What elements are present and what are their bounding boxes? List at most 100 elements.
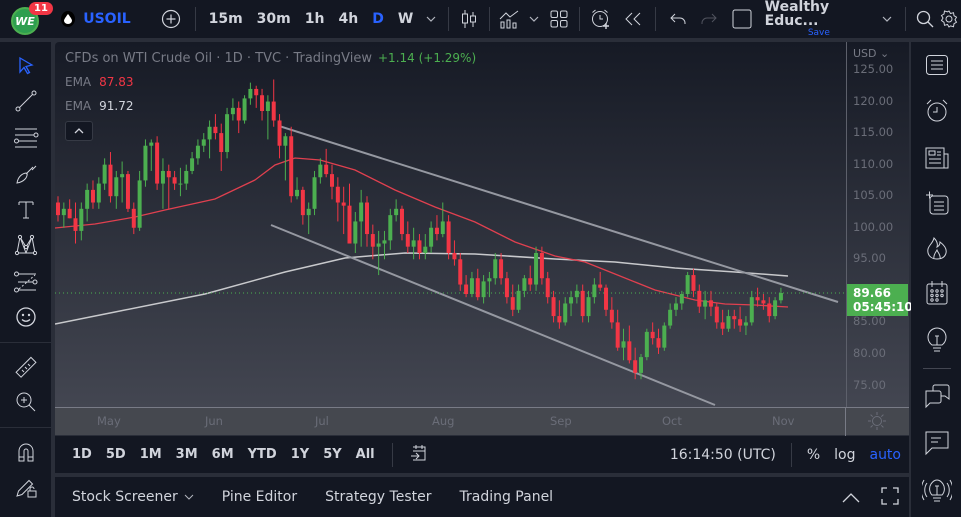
range-ytd[interactable]: YTD [247,447,277,462]
price-plot[interactable] [55,42,846,407]
indicators-button[interactable] [496,0,522,38]
indicators-dropdown[interactable] [523,0,545,38]
auto-scale-toggle[interactable]: auto [869,446,901,463]
timeframe-dropdown[interactable] [420,0,442,38]
log-scale-toggle[interactable]: log [834,446,856,463]
news-button[interactable] [922,142,952,174]
price-axis[interactable]: 75.00 80.00 85.00 95.00 100.00 105.00 110.00 11… [846,42,913,407]
time-tick-label: Jun [205,414,223,428]
time-axis[interactable]: May Jun Jul Aug Sep Oct Nov [55,407,909,436]
fullscreen-toggle[interactable] [725,0,758,38]
hotlists-button[interactable] [922,232,952,264]
chart-pane[interactable]: CFDs on WTI Crude Oil · 1D · TVC · Tradi… [55,42,846,407]
chart-title: CFDs on WTI Crude Oil · 1D · TVC · Tradi… [65,51,476,66]
cursor-tool[interactable] [9,50,43,82]
layouts-button[interactable] [545,0,573,38]
object-tree-button[interactable] [922,187,952,219]
chart-settings-button[interactable] [867,411,887,435]
layout-dropdown[interactable] [873,0,901,38]
undo-button[interactable] [662,0,694,38]
ema-label: EMA [65,75,92,89]
range-6m[interactable]: 6M [211,447,234,462]
lock-drawings-tool[interactable] [9,471,43,503]
chevron-up-icon [74,128,84,134]
tab-label: Stock Screener [72,489,178,505]
ideas-button[interactable] [922,324,952,356]
price-tick-label: 115.00 [853,125,894,140]
drawing-toolbar [0,42,51,517]
tab-strategy-tester[interactable]: Strategy Tester [325,489,432,505]
sun-gear-icon [868,412,886,430]
tab-pine-editor[interactable]: Pine Editor [221,489,298,505]
percent-scale-toggle[interactable]: % [806,446,821,463]
go-to-date-button[interactable] [403,444,435,466]
zoom-in-tool[interactable] [9,386,43,418]
compare-symbol-button[interactable] [161,0,181,38]
trendline-tool[interactable] [9,85,43,117]
redo-button[interactable] [694,0,726,38]
timeframe-d[interactable]: D [372,11,384,27]
tab-trading-panel[interactable]: Trading Panel [459,489,554,505]
right-widget-bar [911,42,961,517]
save-button[interactable]: Save [807,27,830,38]
chevron-down-icon [529,16,539,22]
chats-button[interactable] [922,380,952,412]
time-tick-label: Oct [662,414,682,428]
alarm-clock-icon [926,99,948,122]
tab-stock-screener[interactable]: Stock Screener [55,489,208,505]
time-tick-label: Jul [315,414,329,428]
ema-legend-fast[interactable]: EMA 87.83 [65,75,134,99]
alerts-button[interactable] [922,95,952,127]
maximize-panel-button[interactable] [881,487,899,509]
prediction-tool[interactable] [9,266,43,298]
timeframe-4h[interactable]: 4h [338,11,359,27]
search-icon [916,10,934,28]
search-button[interactable] [910,0,940,38]
idea-stream-button[interactable] [922,474,952,506]
pattern-tool[interactable] [9,229,43,261]
symbol-search-button[interactable]: USOIL [83,11,131,27]
pattern-icon [14,234,38,256]
bottom-panel-tabs: Stock Screener Pine Editor Strategy Test… [55,477,909,517]
layout-name-button[interactable]: Wealthy Educ... Save [765,0,873,38]
create-alert-button[interactable] [586,0,618,38]
currency-selector[interactable]: USD ⌄ [853,47,890,60]
text-tool[interactable] [9,194,43,226]
range-all[interactable]: All [355,447,375,462]
timeframe-15m[interactable]: 15m [208,11,243,27]
collapse-legend-button[interactable] [65,121,93,141]
magnet-tool[interactable] [9,436,43,468]
comments-button[interactable] [922,427,952,459]
timeframe-w[interactable]: W [397,11,414,27]
range-1m[interactable]: 1M [139,447,162,462]
utc-clock[interactable]: 16:14:50 (UTC) [669,446,776,463]
range-5d[interactable]: 5D [105,447,126,462]
range-1d[interactable]: 1D [72,447,92,462]
expand-panel-button[interactable] [841,489,861,508]
timeframe-30m[interactable]: 30m [256,11,291,27]
timeframe-1h[interactable]: 1h [304,11,325,27]
watchlist-button[interactable] [922,49,952,81]
replay-button[interactable] [617,0,649,38]
settings-button[interactable] [940,0,961,38]
price-tick-label: 95.00 [853,251,886,266]
pencil-lock-icon [16,479,37,498]
user-menu[interactable]: WE 11 [11,2,53,35]
ema-legend-slow[interactable]: EMA 91.72 [65,99,134,123]
brush-tool[interactable] [9,158,43,190]
fullscreen-square-icon [732,9,752,29]
emoji-tool[interactable] [9,301,43,333]
cursor-icon [19,56,34,75]
smiley-icon [16,307,36,327]
range-1y[interactable]: 1Y [290,447,310,462]
bar-countdown: 05:45:10 [853,300,913,314]
undo-icon [669,13,686,24]
measure-tool[interactable] [9,352,43,384]
calendar-button[interactable] [922,277,952,309]
range-5y[interactable]: 5Y [323,447,342,462]
fib-tool[interactable] [9,121,43,153]
chevron-up-icon [842,493,860,503]
range-3m[interactable]: 3M [175,447,198,462]
chart-type-button[interactable] [455,0,483,38]
